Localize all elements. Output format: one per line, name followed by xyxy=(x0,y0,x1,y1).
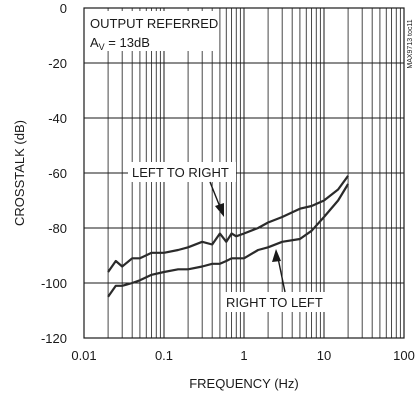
y-tick-label: -80 xyxy=(48,221,67,236)
x-tick-label: 10 xyxy=(317,348,331,363)
annotation-line1: OUTPUT REFERRED xyxy=(90,16,218,31)
y-tick-label: -20 xyxy=(48,56,67,71)
y-tick-label: -120 xyxy=(41,331,67,346)
arrowhead-right-to-left xyxy=(272,249,281,262)
y-tick-label: -100 xyxy=(41,276,67,291)
arrow-right-to-left xyxy=(277,257,286,293)
series-label-right-to-left: RIGHT TO LEFT xyxy=(226,295,323,310)
series-layer xyxy=(107,175,350,298)
series-label-left-to-right: LEFT TO RIGHT xyxy=(132,165,229,180)
annotation-line2: AV = 13dB xyxy=(90,35,150,52)
series-line-left-to-right xyxy=(107,175,349,273)
series-line-right-to-left xyxy=(107,183,350,298)
y-tick-label: 0 xyxy=(60,1,67,16)
arrow-left-to-right xyxy=(209,181,221,208)
y-tick-label: -40 xyxy=(48,111,67,126)
series-labels: LEFT TO RIGHT RIGHT TO LEFT xyxy=(128,162,328,312)
x-tick-labels: 0.01 0.1 1 10 100 xyxy=(71,348,415,363)
annotation-box: OUTPUT REFERRED AV = 13dB xyxy=(86,11,218,52)
x-tick-label: 100 xyxy=(393,348,415,363)
x-axis-label: FREQUENCY (Hz) xyxy=(189,376,299,391)
y-tick-label: -60 xyxy=(48,166,67,181)
plot-frame xyxy=(83,7,405,339)
arrowhead-left-to-right xyxy=(215,203,224,217)
watermark: MAX9713 toc11 xyxy=(407,19,414,68)
y-axis-label: CROSSTALK (dB) xyxy=(12,120,27,226)
x-tick-label: 1 xyxy=(240,348,247,363)
x-tick-label: 0.01 xyxy=(71,348,96,363)
x-tick-label: 0.1 xyxy=(155,348,173,363)
y-tick-labels: 0 -20 -40 -60 -80 -100 -120 xyxy=(41,1,67,346)
